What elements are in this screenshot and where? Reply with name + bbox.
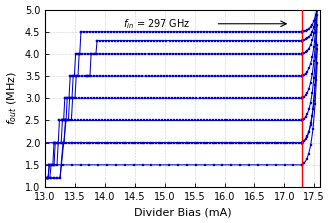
X-axis label: Divider Bias (mA): Divider Bias (mA) xyxy=(134,207,231,217)
Text: $f_{in}$ = 297 GHz: $f_{in}$ = 297 GHz xyxy=(123,17,190,31)
Y-axis label: $f_{out}$ (MHz): $f_{out}$ (MHz) xyxy=(6,71,19,125)
